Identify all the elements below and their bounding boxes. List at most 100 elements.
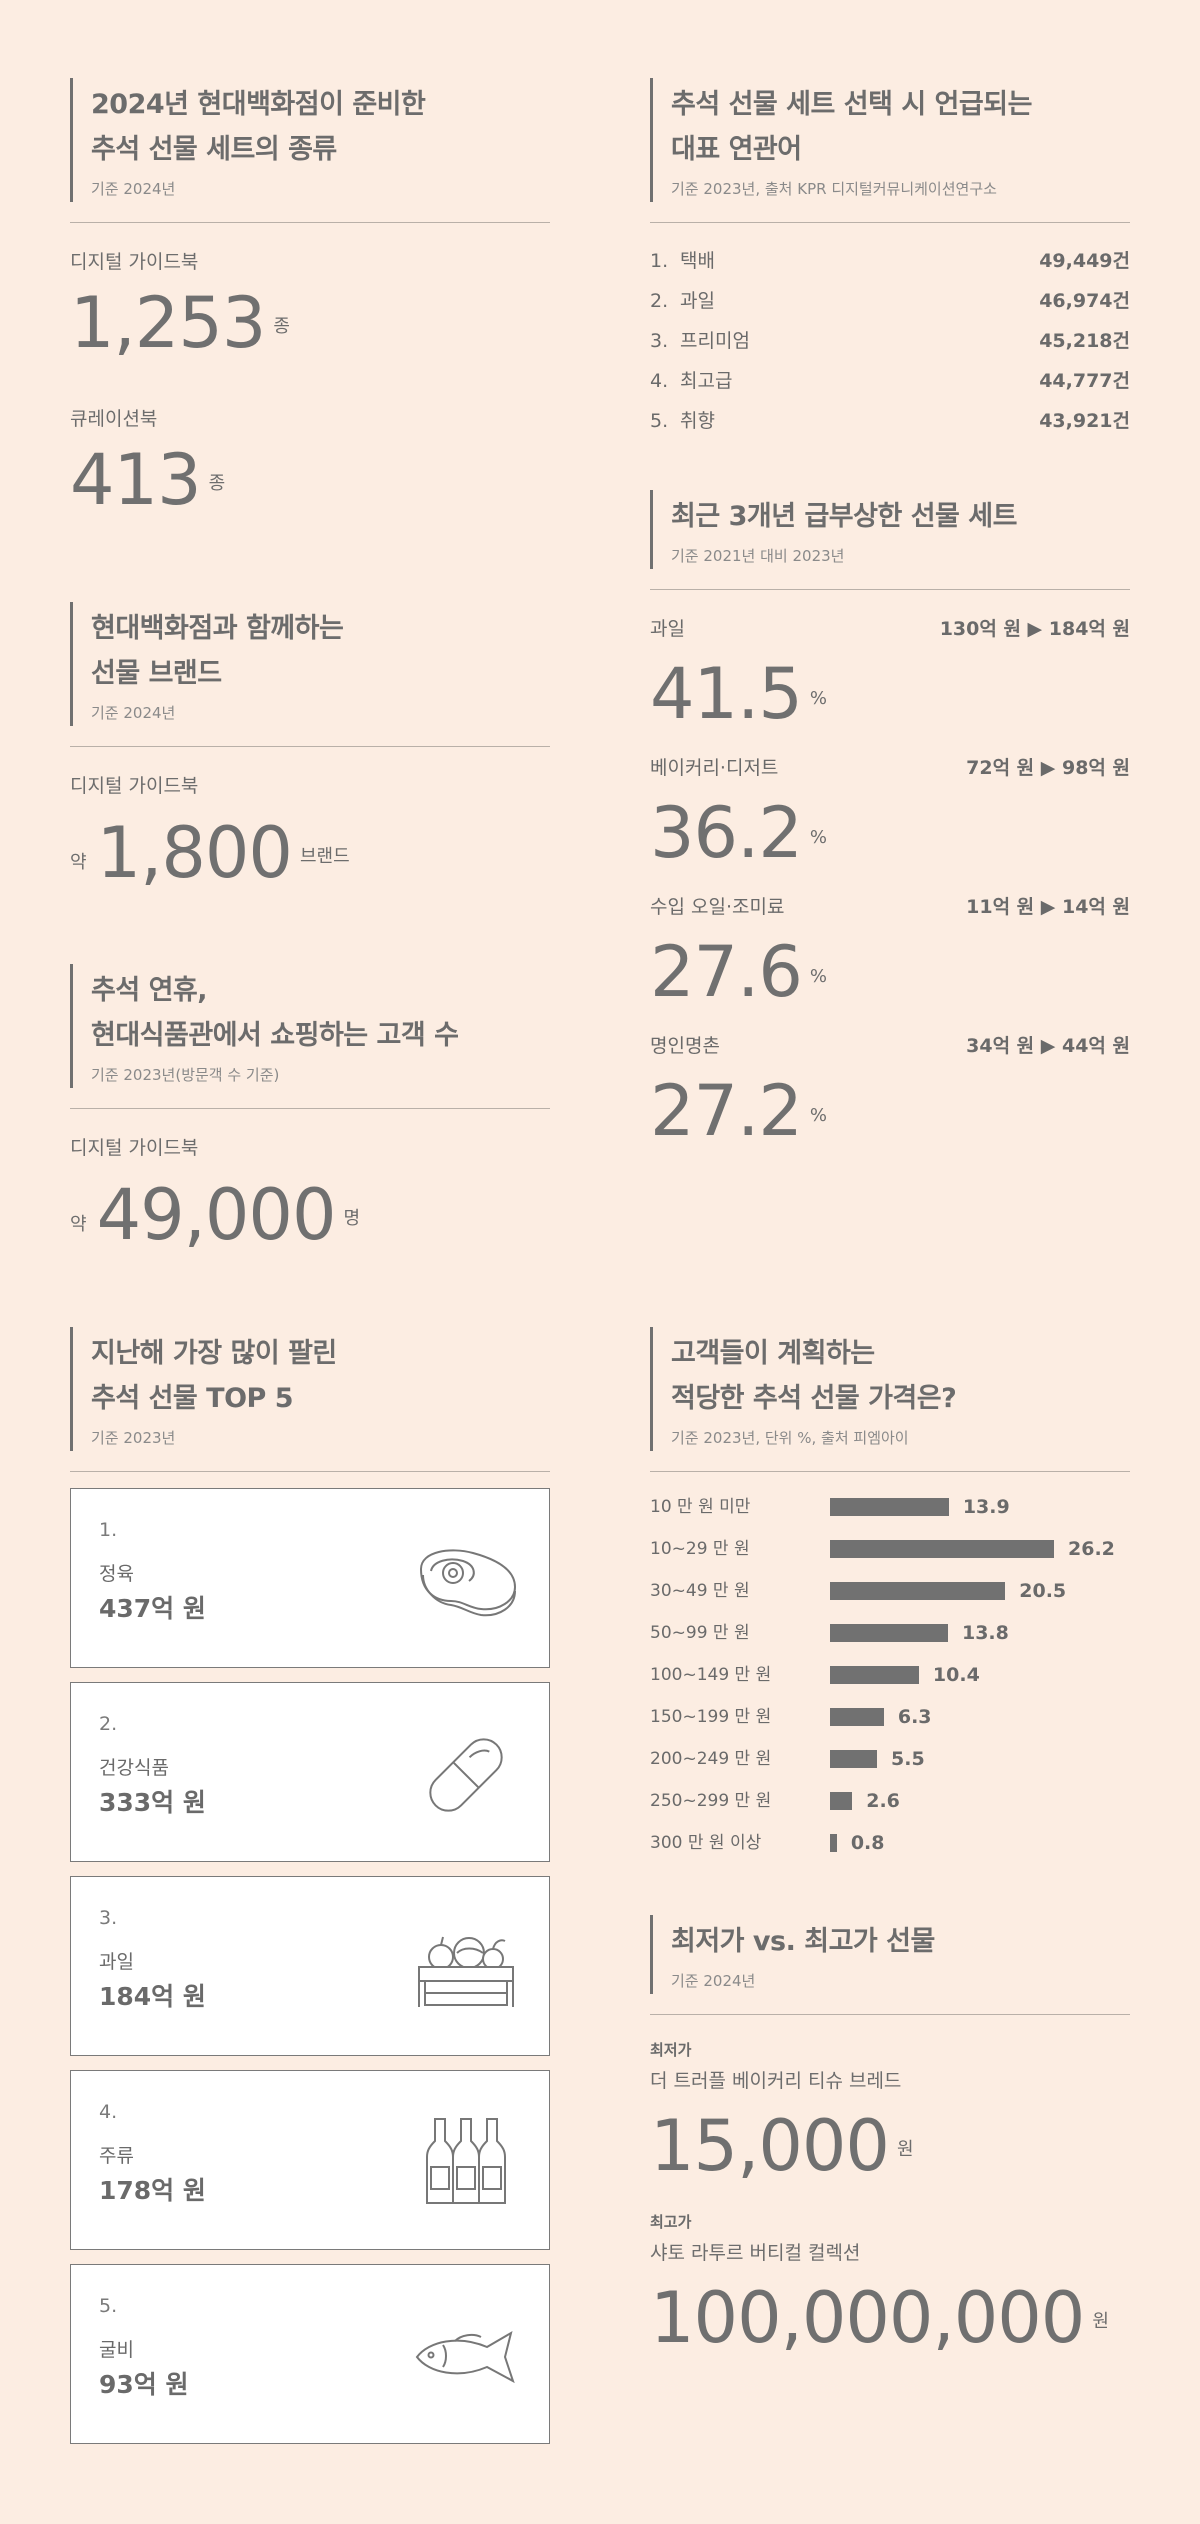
- top5-card-3: 3. 과일 184억 원: [70, 1876, 550, 2056]
- bar: [830, 1540, 1054, 1558]
- catalog-basis: 기준 2024년: [91, 180, 176, 198]
- extremes-header: 최저가 vs. 최고가 선물 기준 2024년: [650, 1915, 1130, 1994]
- keyword-rank: 3.: [650, 329, 669, 352]
- trend-growth: 27.2: [650, 1070, 803, 1152]
- extremes-title: 최저가 vs. 최고가 선물: [671, 1926, 935, 1957]
- divider: [650, 222, 1130, 223]
- trend-category: 과일: [650, 618, 685, 640]
- shoppers-header: 추석 연휴, 현대식품관에서 쇼핑하는 고객 수 기준 2023년(방문객 수 …: [70, 964, 550, 1088]
- bar: [830, 1708, 884, 1726]
- fish-icon: [415, 2330, 515, 2384]
- keyword-text: 프리미엄: [680, 329, 750, 352]
- card-amount: 437억 원: [99, 1594, 206, 1623]
- list-item: 3. 프리미엄 45,218건: [650, 319, 1130, 359]
- divider: [70, 1108, 550, 1109]
- keyword-count: 43,921건: [1039, 409, 1130, 432]
- list-item: 5. 취향 43,921건: [650, 399, 1130, 439]
- brands-label: 디지털 가이드북: [70, 775, 199, 797]
- trend-value-row: 41.5 %: [650, 659, 1130, 729]
- bar: [830, 1582, 1006, 1600]
- shoppers-stat: 약 49,000 명: [70, 1180, 550, 1250]
- catalog-title-line2: 추석 선물 세트의 종류: [91, 134, 337, 165]
- trend-header: 명인명촌 34억 원 ▶ 44억 원: [650, 1031, 1130, 1058]
- top5-section: 지난해 가장 많이 팔린 추석 선물 TOP 5 기준 2023년: [70, 1327, 550, 1472]
- category-label: 10~29 만 원: [650, 1539, 750, 1559]
- rising-section: 최근 3개년 급부상한 선물 세트 기준 2021년 대비 2023년 과일 1…: [650, 490, 1130, 1146]
- catalog-title-line1: 2024년 현대백화점이 준비한: [91, 89, 426, 120]
- top5-card-2: 2. 건강식품 333억 원: [70, 1682, 550, 1862]
- rising-item-3: 수입 오일·조미료 11억 원 ▶ 14억 원 27.6 %: [650, 892, 1130, 1007]
- trend-growth: 41.5: [650, 653, 803, 735]
- catalog-section: 2024년 현대백화점이 준비한 추석 선물 세트의 종류 기준 2024년 디…: [70, 78, 550, 515]
- category-label: 30~49 만 원: [650, 1581, 750, 1601]
- trend-value-row: 27.6 %: [650, 937, 1130, 1007]
- card-amount: 178억 원: [99, 2176, 206, 2205]
- bar-row: 100~149 만 원 10.4: [650, 1654, 1130, 1696]
- bar-row: 300 만 원 이상 0.8: [650, 1822, 1130, 1864]
- extremes-section: 최저가 vs. 최고가 선물 기준 2024년 최저가 더 트러플 베이커리 티…: [650, 1915, 1130, 2353]
- divider: [70, 746, 550, 747]
- keyword-count: 44,777건: [1039, 369, 1130, 392]
- card-name: 굴비: [99, 2339, 134, 2361]
- brands-title-line1: 현대백화점과 함께하는: [91, 613, 344, 644]
- keyword-rank: 1.: [650, 249, 669, 272]
- lowest-name: 더 트러플 베이커리 티슈 브레드: [650, 2070, 902, 2092]
- trend-range: 72억 원 ▶ 98억 원: [966, 757, 1130, 779]
- value-label: 2.6: [866, 1790, 900, 1812]
- value-label: 5.5: [891, 1748, 925, 1770]
- category-label: 200~249 만 원: [650, 1749, 772, 1769]
- rising-item-4: 명인명촌 34억 원 ▶ 44억 원 27.2 %: [650, 1031, 1130, 1146]
- list-item: 1. 택배 49,449건: [650, 239, 1130, 279]
- trend-category: 명인명촌: [650, 1035, 720, 1057]
- bar-row: 10 만 원 미만 13.9: [650, 1486, 1130, 1528]
- list-item: 4. 최고급 44,777건: [650, 359, 1130, 399]
- top5-title-line2: 추석 선물 TOP 5: [91, 1383, 294, 1414]
- category-label: 50~99 만 원: [650, 1623, 750, 1643]
- trend-unit: %: [809, 1105, 827, 1126]
- keyword-count: 49,449건: [1039, 249, 1130, 272]
- bar: [830, 1498, 949, 1516]
- value-label: 13.9: [962, 1496, 1010, 1518]
- trend-category: 수입 오일·조미료: [650, 896, 785, 918]
- bottles-icon: [426, 2118, 506, 2204]
- trend-category: 베이커리·디저트: [650, 757, 779, 779]
- bar-row: 50~99 만 원 13.8: [650, 1612, 1130, 1654]
- stat-unit: 종: [208, 473, 226, 494]
- trend-header: 과일 130억 원 ▶ 184억 원: [650, 614, 1130, 641]
- brands-stat: 약 1,800 브랜드: [70, 818, 550, 888]
- card-rank: 5.: [99, 2295, 118, 2317]
- highest-unit: 원: [1092, 2311, 1109, 2332]
- bar: [830, 1834, 837, 1852]
- card-rank: 4.: [99, 2101, 118, 2123]
- brands-basis: 기준 2024년: [91, 704, 176, 722]
- trend-header: 수입 오일·조미료 11억 원 ▶ 14억 원: [650, 892, 1130, 919]
- extremes-basis: 기준 2024년: [671, 1972, 756, 1990]
- highest-price: 100,000,000 원: [650, 2283, 1130, 2353]
- divider: [650, 2014, 1130, 2015]
- highest-value: 100,000,000: [650, 2277, 1085, 2359]
- shoppers-title-line2: 현대식품관에서 쇼핑하는 고객 수: [91, 1020, 459, 1051]
- price-plan-section: 고객들이 계획하는 적당한 추석 선물 가격은? 기준 2023년, 단위 %,…: [650, 1327, 1130, 1864]
- rising-item-1: 과일 130억 원 ▶ 184억 원 41.5 %: [650, 614, 1130, 729]
- brands-title-line2: 선물 브랜드: [91, 658, 222, 689]
- highest-label: 최고가: [650, 2213, 692, 2231]
- shoppers-basis: 기준 2023년(방문객 수 기준): [91, 1066, 280, 1084]
- steak-icon: [419, 1549, 517, 1617]
- keyword-text: 택배: [680, 249, 715, 272]
- card-rank: 3.: [99, 1907, 118, 1929]
- keyword-text: 취향: [680, 409, 715, 432]
- list-item: 2. 과일 46,974건: [650, 279, 1130, 319]
- lowest-unit: 원: [896, 2139, 914, 2160]
- top5-basis: 기준 2023년: [91, 1429, 176, 1447]
- card-amount: 93억 원: [99, 2370, 189, 2399]
- rising-title: 최근 3개년 급부상한 선물 세트: [671, 501, 1017, 532]
- keywords-section: 추석 선물 세트 선택 시 언급되는 대표 연관어 기준 2023년, 출처 K…: [650, 78, 1130, 439]
- price-plan-header: 고객들이 계획하는 적당한 추석 선물 가격은? 기준 2023년, 단위 %,…: [650, 1327, 1130, 1451]
- trend-range: 34억 원 ▶ 44억 원: [966, 1035, 1130, 1057]
- capsule-icon: [429, 1738, 503, 1812]
- rising-basis: 기준 2021년 대비 2023년: [671, 547, 845, 565]
- keyword-count: 46,974건: [1039, 289, 1130, 312]
- lowest-price: 15,000 원: [650, 2111, 1130, 2181]
- keyword-rank: 5.: [650, 409, 669, 432]
- bar-row: 250~299 만 원 2.6: [650, 1780, 1130, 1822]
